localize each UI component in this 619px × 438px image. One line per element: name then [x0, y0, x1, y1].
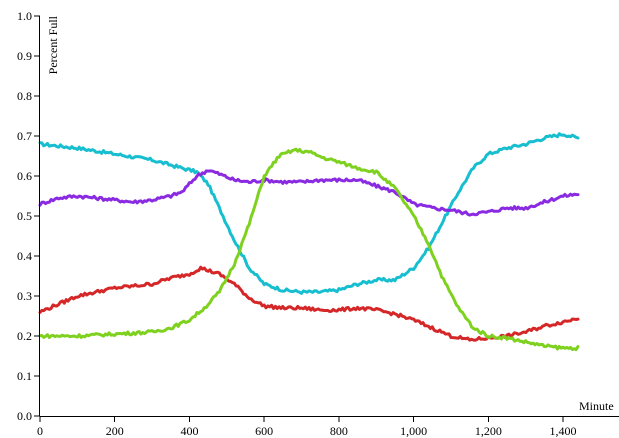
x-axis-title: Minute [579, 399, 614, 413]
y-tick-label: 0.9 [17, 49, 32, 63]
y-tick-label: 0.6 [17, 169, 32, 183]
x-tick-label: 1,200 [475, 424, 502, 438]
x-tick-label: 1,000 [400, 424, 427, 438]
series-line [38, 265, 580, 342]
series-layer [38, 132, 580, 352]
y-tick-label: 0.8 [17, 89, 32, 103]
series-line [38, 169, 580, 217]
y-tick-label: 0.2 [17, 329, 32, 343]
y-tick-label: 1.0 [17, 9, 32, 23]
y-tick-label: 0.4 [17, 249, 32, 263]
x-tick-label: 200 [106, 424, 124, 438]
y-tick-label: 0.5 [17, 209, 32, 223]
series-line [38, 147, 580, 352]
y-axis-title: Percent Full [46, 15, 60, 74]
series-line [38, 132, 580, 295]
x-tick-label: 1,400 [550, 424, 577, 438]
y-tick-label: 0.0 [17, 409, 32, 423]
y-tick-label: 0.3 [17, 289, 32, 303]
y-axis-ticks: 0.0 0.1 0.2 0.3 0.4 0.5 0.6 0.7 0.8 0.9 1.0 [17, 9, 40, 423]
y-tick-label: 0.7 [17, 129, 32, 143]
x-tick-label: 0 [37, 424, 43, 438]
x-axis-ticks: 0 200 400 600 800 1,000 1,200 1,400 [37, 416, 577, 438]
x-tick-label: 600 [255, 424, 273, 438]
y-tick-label: 0.1 [17, 369, 32, 383]
x-tick-label: 400 [180, 424, 198, 438]
x-tick-label: 800 [330, 424, 348, 438]
